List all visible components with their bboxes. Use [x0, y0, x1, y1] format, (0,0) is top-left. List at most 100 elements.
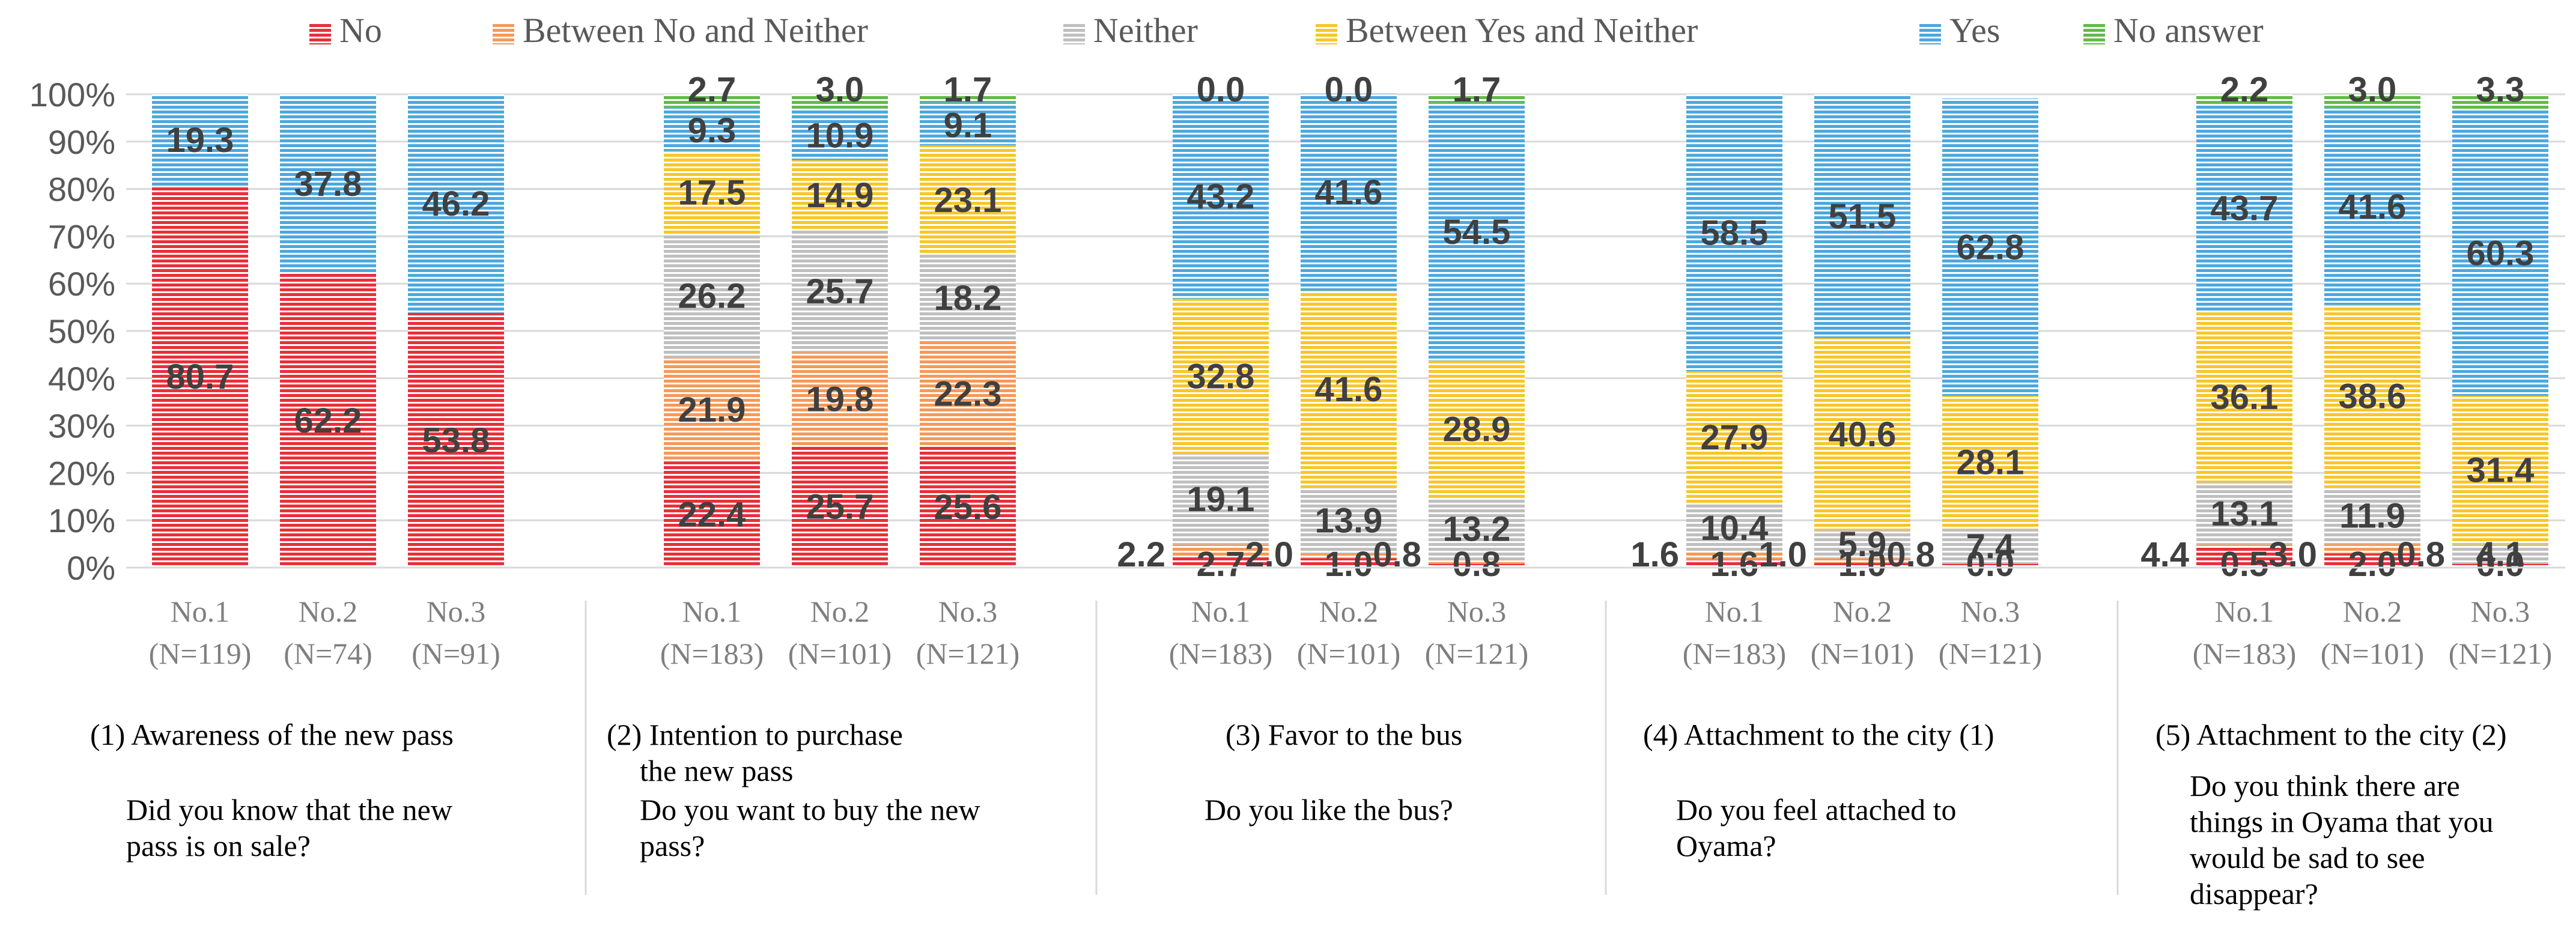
bar-segment-neither: [2196, 482, 2292, 545]
bar-segment-no: [1301, 558, 1397, 568]
panel-title: (4) Attachment to the city (1): [1643, 718, 1994, 751]
bar-segment-yes: [2324, 108, 2420, 305]
x-tick-label: No.2: [1833, 595, 1892, 628]
x-tick-sample-size: (N=91): [412, 637, 500, 670]
panel-title: (1) Awareness of the new pass: [90, 718, 454, 751]
data-label-byn: 28.9: [1443, 410, 1511, 449]
data-label-noans: 2.7: [688, 70, 737, 109]
data-label-no: 25.6: [934, 488, 1002, 527]
data-label-noans: 2.2: [2220, 70, 2269, 109]
bar-segment-yes: [1173, 94, 1269, 299]
bar-segment-bnn: [1429, 560, 1525, 564]
bar-segment-byn: [1814, 338, 1910, 530]
data-label-no: 22.4: [678, 496, 746, 535]
y-tick-label: 10%: [48, 502, 115, 539]
data-label-byn: 23.1: [934, 181, 1002, 220]
data-label-yes: 41.6: [1315, 173, 1383, 212]
x-tick-label: No.3: [1447, 595, 1507, 628]
bar-segment-bnn: [1301, 553, 1397, 559]
data-label-neither: 19.1: [1187, 480, 1255, 519]
panel-question: disappear?: [2190, 877, 2318, 911]
x-tick-sample-size: (N=101): [1811, 637, 1915, 670]
legend: No Between No and Neither Neither Between Y…: [309, 11, 2264, 50]
panel-question: Do you want to buy the new: [640, 793, 980, 826]
x-tick-sample-size: (N=101): [1297, 637, 1401, 670]
x-tick-label: No.1: [2215, 595, 2274, 628]
y-tick-label: 20%: [48, 454, 115, 492]
bar-segment-yes: [920, 102, 1016, 146]
data-label-neither: 26.2: [678, 277, 746, 316]
data-label-byn: 31.4: [2467, 451, 2535, 490]
y-tick-label: 50%: [48, 312, 115, 350]
bar-segment-no: [1429, 563, 1525, 568]
data-label-bnn: 1.0: [1325, 545, 1373, 584]
data-label-noans: 3.0: [816, 70, 864, 109]
data-label-neither: 11.9: [2339, 497, 2405, 536]
panel-question: Do you like the bus?: [1204, 793, 1453, 826]
x-tick-label: No.1: [1191, 595, 1251, 628]
data-label-byn: 40.6: [1829, 415, 1897, 454]
x-tick-sample-size: (N=101): [2321, 637, 2425, 670]
x-tick-sample-size: (N=121): [1425, 637, 1529, 670]
data-label-noans: 1.7: [1453, 70, 1501, 109]
bar-segment-yes: [792, 108, 888, 160]
data-label-noans: 0.0: [1197, 70, 1245, 109]
y-tick-label: 30%: [48, 407, 115, 445]
x-tick-label: No.1: [171, 595, 230, 628]
bar-segment-bnn: [2196, 544, 2292, 547]
bar-segment-byn: [1686, 371, 1782, 503]
legend-swatch-bnn: [493, 23, 514, 44]
bar-segment-no: [408, 313, 504, 568]
x-tick-sample-size: (N=183): [660, 637, 764, 670]
bar-segment-byn: [1429, 360, 1525, 498]
data-label-yes: 58.5: [1701, 213, 1769, 252]
bar-segment-no: [664, 461, 760, 568]
data-label-no: 80.7: [166, 357, 234, 396]
data-label-byn: 17.5: [678, 174, 746, 213]
panel-captions: (1) Awareness of the new pass Did you kno…: [90, 718, 2507, 911]
panel-question: Oyama?: [1676, 829, 1776, 863]
legend-swatch-byn: [1316, 23, 1337, 44]
data-label-byn: 28.1: [1957, 443, 2025, 482]
data-label-bnn: 1.0: [1838, 545, 1887, 584]
panel-question: pass?: [640, 829, 705, 863]
bar-segment-neither: [1942, 529, 2038, 564]
x-tick-label: No.2: [810, 595, 870, 628]
bar-segment-noans: [2196, 94, 2292, 105]
legend-swatch-no: [309, 23, 331, 44]
x-tick-sample-size: (N=183): [1683, 637, 1787, 670]
y-tick-label: 90%: [48, 123, 115, 161]
data-label-yes: 41.6: [2339, 187, 2407, 226]
panel-question: pass is on sale?: [126, 829, 311, 863]
bar-segment-byn: [2452, 395, 2548, 545]
legend-label-bnn: Between No and Neither: [523, 11, 868, 50]
bar-segment-yes: [1814, 94, 1910, 338]
bar-segment-no: [792, 446, 888, 568]
panel-question: things in Oyama that you: [2190, 805, 2494, 838]
data-label-bnn: 0.0: [1966, 545, 2015, 584]
y-tick-label: 40%: [48, 360, 115, 398]
bar-segment-no: [1686, 560, 1782, 568]
bar-segment-no: [2452, 563, 2548, 568]
bar-segment-bnn: [792, 352, 888, 446]
bar-segment-noans: [664, 94, 760, 108]
bar-segment-yes: [152, 94, 248, 186]
x-tick-sample-size: (N=101): [788, 637, 892, 670]
data-label-bnn: 1.6: [1710, 545, 1759, 584]
y-axis: 0% 10% 20% 30% 40% 50% 60% 70% 80% 90% 100%: [29, 76, 115, 587]
data-label-byn: 27.9: [1701, 418, 1769, 457]
data-label-byn: 32.8: [1187, 357, 1255, 396]
bar-segment-yes: [1301, 94, 1397, 291]
data-label-yes: 60.3: [2467, 234, 2535, 273]
bar-segment-yes: [2196, 105, 2292, 312]
data-label-yes: 37.8: [294, 165, 362, 204]
bar-segment-neither: [792, 230, 888, 353]
bar-segment-yes: [1942, 99, 2038, 396]
bar-segment-byn: [792, 160, 888, 231]
data-label-neither: 18.2: [934, 279, 1002, 318]
bar-segment-neither: [1686, 503, 1782, 553]
bar-segment-neither: [2452, 544, 2548, 564]
data-label-noans: 3.3: [2476, 70, 2525, 109]
data-label-neither: 13.2: [1443, 509, 1511, 548]
data-label-no: 53.8: [422, 421, 490, 460]
